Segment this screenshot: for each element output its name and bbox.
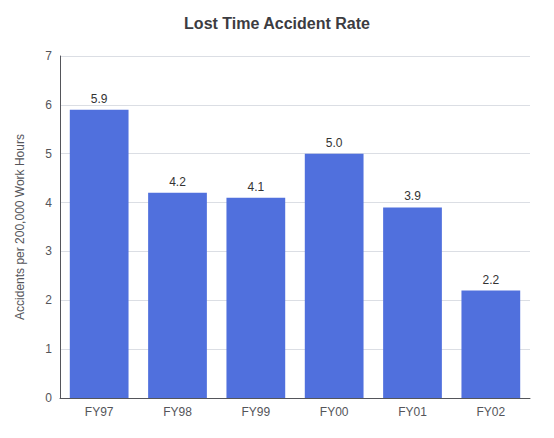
svg-text:4.1: 4.1: [247, 180, 264, 194]
svg-text:2.2: 2.2: [482, 273, 499, 287]
svg-text:4: 4: [45, 196, 52, 210]
svg-text:7: 7: [45, 49, 52, 63]
svg-text:FY97: FY97: [85, 405, 114, 419]
svg-text:3: 3: [45, 244, 52, 258]
svg-text:5: 5: [45, 147, 52, 161]
svg-text:5.9: 5.9: [91, 92, 108, 106]
svg-text:0: 0: [45, 391, 52, 405]
svg-text:Accidents per 200,000 Work Hou: Accidents per 200,000 Work Hours: [13, 134, 27, 320]
svg-text:FY99: FY99: [241, 405, 270, 419]
svg-text:4.2: 4.2: [169, 175, 186, 189]
svg-text:FY00: FY00: [320, 405, 349, 419]
svg-text:6: 6: [45, 98, 52, 112]
svg-text:1: 1: [45, 342, 52, 356]
svg-text:2: 2: [45, 293, 52, 307]
svg-text:5.0: 5.0: [326, 136, 343, 150]
svg-text:FY01: FY01: [398, 405, 427, 419]
svg-text:FY98: FY98: [163, 405, 192, 419]
svg-text:3.9: 3.9: [404, 189, 421, 203]
svg-text:Lost Time Accident Rate: Lost Time Accident Rate: [184, 15, 370, 32]
svg-text:FY02: FY02: [476, 405, 505, 419]
